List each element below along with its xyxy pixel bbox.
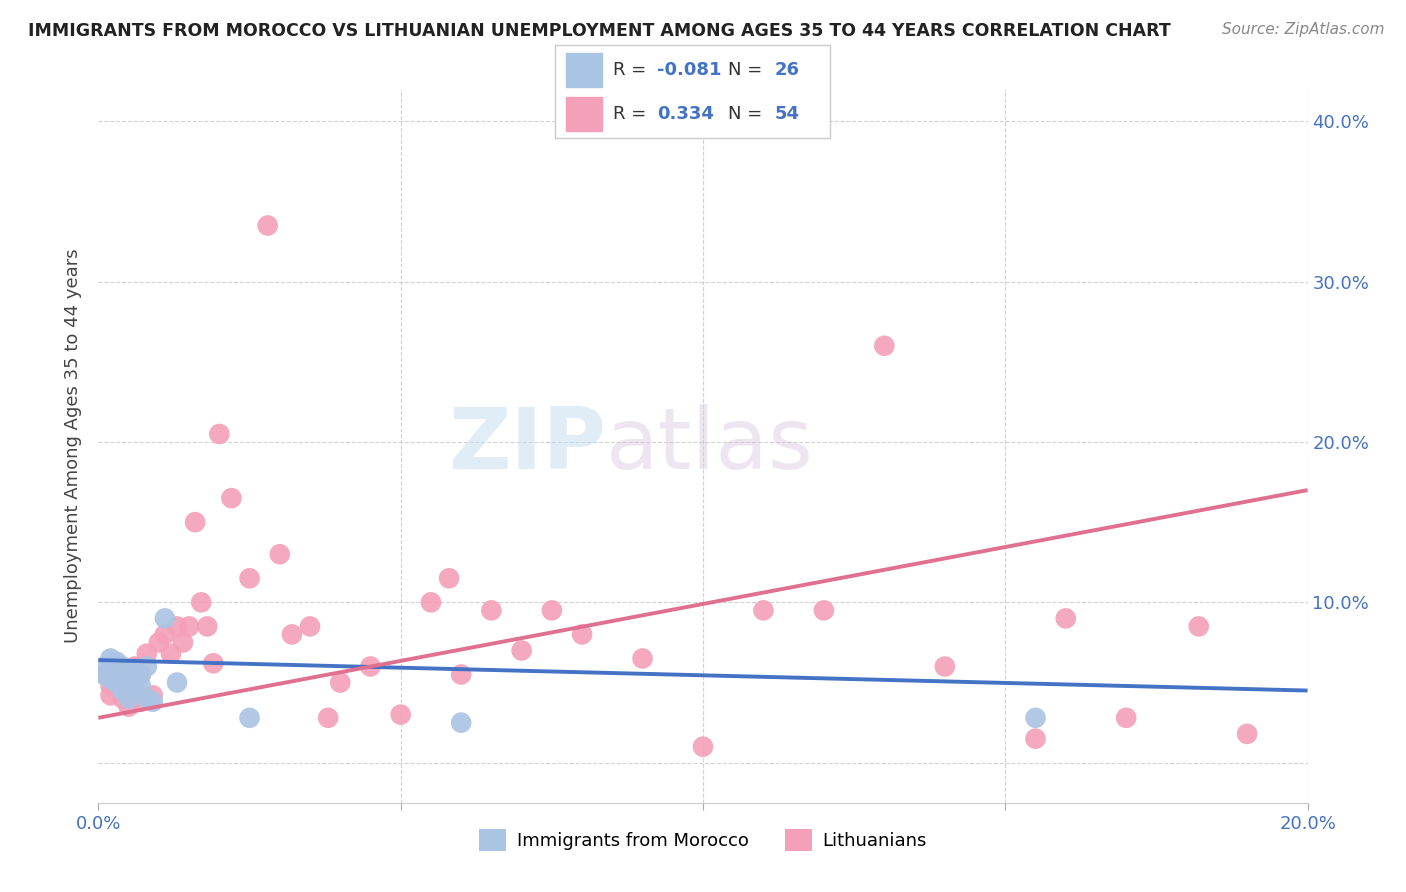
- Point: [124, 659, 146, 673]
- Point: [239, 571, 262, 585]
- Point: [142, 695, 165, 709]
- Point: [166, 675, 188, 690]
- Point: [129, 667, 152, 681]
- Point: [111, 683, 134, 698]
- Point: [124, 683, 146, 698]
- Point: [239, 711, 262, 725]
- Point: [105, 655, 128, 669]
- Text: ZIP: ZIP: [449, 404, 606, 488]
- Point: [281, 627, 304, 641]
- Point: [540, 603, 562, 617]
- Point: [129, 679, 152, 693]
- Point: [100, 651, 122, 665]
- Point: [208, 427, 231, 442]
- Point: [179, 619, 201, 633]
- Text: N =: N =: [728, 61, 768, 78]
- Y-axis label: Unemployment Among Ages 35 to 44 years: Unemployment Among Ages 35 to 44 years: [65, 249, 83, 643]
- Point: [153, 611, 176, 625]
- Point: [316, 711, 339, 725]
- Point: [153, 627, 176, 641]
- Point: [389, 707, 412, 722]
- Text: 26: 26: [775, 61, 800, 78]
- Point: [129, 695, 152, 709]
- Point: [166, 619, 188, 633]
- Text: N =: N =: [728, 105, 768, 123]
- Point: [100, 679, 122, 693]
- Point: [160, 647, 183, 661]
- Point: [813, 603, 835, 617]
- Point: [172, 635, 194, 649]
- Legend: Immigrants from Morocco, Lithuanians: Immigrants from Morocco, Lithuanians: [471, 822, 935, 858]
- Point: [450, 715, 472, 730]
- Point: [93, 667, 115, 681]
- Text: atlas: atlas: [606, 404, 814, 488]
- Bar: [567, 97, 602, 131]
- Point: [195, 619, 218, 633]
- Point: [571, 627, 593, 641]
- Text: 0.334: 0.334: [657, 105, 714, 123]
- Point: [420, 595, 443, 609]
- Bar: [567, 53, 602, 87]
- Point: [1024, 731, 1046, 746]
- Point: [269, 547, 291, 561]
- Point: [129, 667, 152, 681]
- Text: R =: R =: [613, 61, 652, 78]
- Point: [124, 667, 146, 681]
- Point: [1054, 611, 1077, 625]
- Point: [135, 659, 157, 673]
- Point: [1236, 727, 1258, 741]
- Point: [1115, 711, 1137, 725]
- Text: -0.081: -0.081: [657, 61, 721, 78]
- Point: [360, 659, 382, 673]
- Point: [118, 675, 141, 690]
- Point: [1188, 619, 1211, 633]
- Point: [142, 689, 165, 703]
- Point: [221, 491, 243, 505]
- Point: [124, 683, 146, 698]
- Point: [118, 663, 141, 677]
- Point: [190, 595, 212, 609]
- Point: [100, 673, 122, 687]
- Point: [329, 675, 352, 690]
- Point: [437, 571, 460, 585]
- Point: [111, 659, 134, 673]
- Point: [100, 663, 122, 677]
- Point: [118, 699, 141, 714]
- Point: [105, 665, 128, 679]
- Point: [752, 603, 775, 617]
- Point: [1024, 711, 1046, 725]
- Point: [510, 643, 533, 657]
- Point: [118, 691, 141, 706]
- Point: [299, 619, 322, 633]
- Point: [135, 647, 157, 661]
- Point: [450, 667, 472, 681]
- Point: [93, 667, 115, 681]
- Point: [934, 659, 956, 673]
- Point: [105, 659, 128, 673]
- Point: [105, 673, 128, 687]
- Point: [631, 651, 654, 665]
- Point: [135, 691, 157, 706]
- Point: [873, 339, 896, 353]
- Point: [256, 219, 278, 233]
- Point: [118, 673, 141, 687]
- Point: [100, 689, 122, 703]
- Point: [184, 515, 207, 529]
- Text: 54: 54: [775, 105, 800, 123]
- Point: [692, 739, 714, 754]
- Point: [111, 667, 134, 681]
- Point: [111, 663, 134, 677]
- Point: [111, 691, 134, 706]
- Point: [481, 603, 503, 617]
- Text: R =: R =: [613, 105, 658, 123]
- Point: [148, 635, 170, 649]
- Point: [93, 659, 115, 673]
- Point: [105, 675, 128, 690]
- Text: Source: ZipAtlas.com: Source: ZipAtlas.com: [1222, 22, 1385, 37]
- Text: IMMIGRANTS FROM MOROCCO VS LITHUANIAN UNEMPLOYMENT AMONG AGES 35 TO 44 YEARS COR: IMMIGRANTS FROM MOROCCO VS LITHUANIAN UN…: [28, 22, 1171, 40]
- Point: [202, 657, 225, 671]
